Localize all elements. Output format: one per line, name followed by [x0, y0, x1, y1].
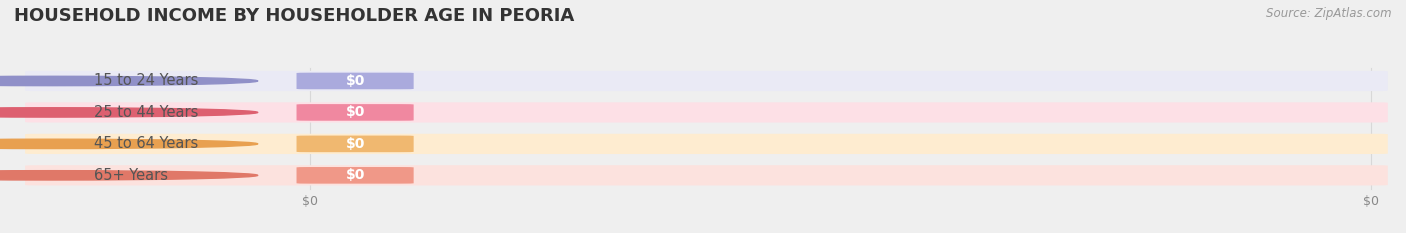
FancyBboxPatch shape	[25, 71, 1388, 91]
Text: $0: $0	[346, 137, 364, 151]
Text: 25 to 44 Years: 25 to 44 Years	[94, 105, 198, 120]
Text: $0: $0	[346, 105, 364, 120]
Text: 65+ Years: 65+ Years	[94, 168, 167, 183]
FancyBboxPatch shape	[297, 104, 413, 121]
Text: $0: $0	[1364, 195, 1379, 208]
FancyBboxPatch shape	[297, 167, 413, 184]
Text: Source: ZipAtlas.com: Source: ZipAtlas.com	[1267, 7, 1392, 20]
Circle shape	[0, 139, 257, 149]
Text: HOUSEHOLD INCOME BY HOUSEHOLDER AGE IN PEORIA: HOUSEHOLD INCOME BY HOUSEHOLDER AGE IN P…	[14, 7, 574, 25]
Text: 45 to 64 Years: 45 to 64 Years	[94, 136, 198, 151]
Circle shape	[0, 108, 257, 117]
Text: 15 to 24 Years: 15 to 24 Years	[94, 73, 198, 89]
Circle shape	[0, 76, 257, 86]
FancyBboxPatch shape	[297, 136, 413, 152]
FancyBboxPatch shape	[25, 165, 1388, 185]
FancyBboxPatch shape	[25, 134, 1388, 154]
Text: $0: $0	[302, 195, 318, 208]
FancyBboxPatch shape	[297, 73, 413, 89]
Circle shape	[0, 171, 257, 180]
Text: $0: $0	[346, 74, 364, 88]
FancyBboxPatch shape	[25, 102, 1388, 123]
Text: $0: $0	[346, 168, 364, 182]
